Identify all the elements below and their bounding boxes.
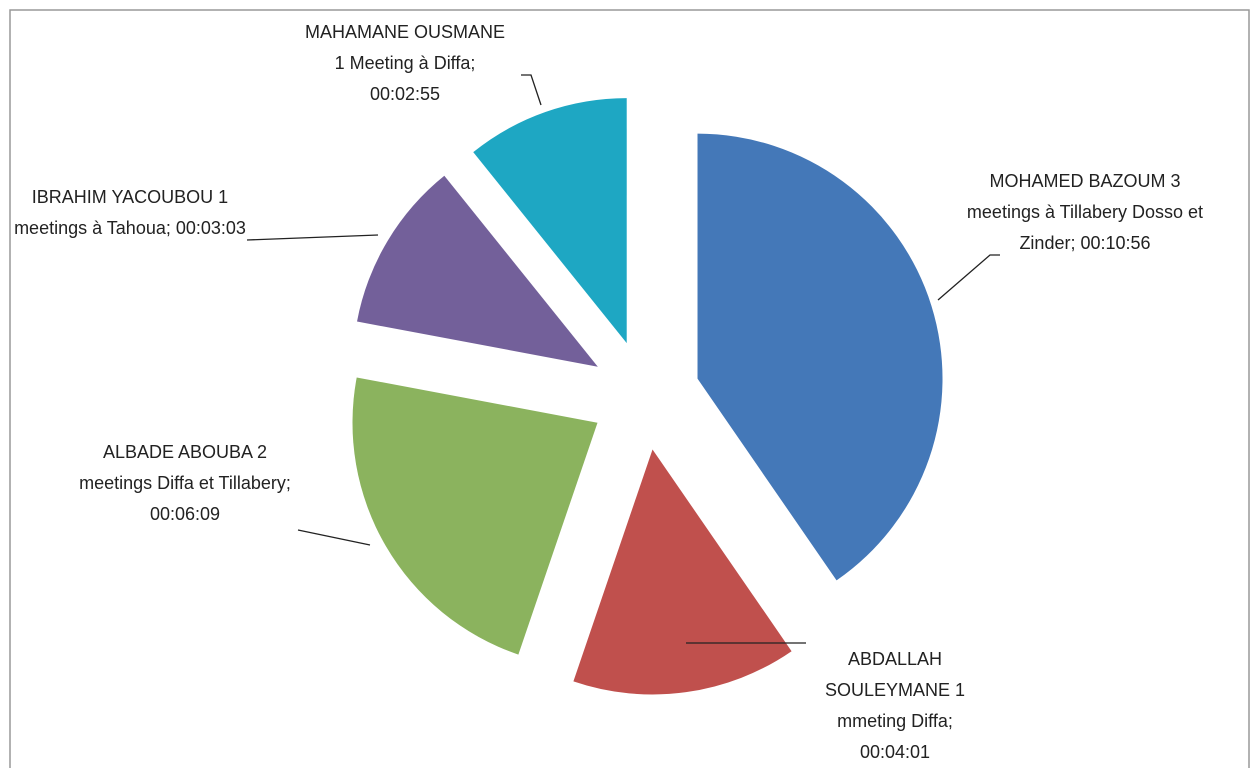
label-word: meetings: [14, 218, 87, 238]
label-word: BAZOUM: [1083, 171, 1165, 191]
label-word: à: [414, 53, 430, 73]
label-word: Diffa: [152, 473, 195, 493]
label-part: 00:04:01: [860, 742, 930, 762]
label-word: 00:03:03: [171, 218, 246, 238]
pie-slice: [357, 175, 598, 367]
label-word: Zinder;: [1019, 233, 1075, 253]
label-word: mmeting: [837, 711, 906, 731]
label-part: ABDALLAH SOULEYMANE 1 mmeting Diffa;: [825, 649, 965, 731]
label-word: SOULEYMANE: [825, 680, 950, 700]
label-word: 1: [950, 680, 965, 700]
data-label: IBRAHIM YACOUBOU 1 meetings à Tahoua; 00:…: [14, 187, 246, 238]
pie-slice: [473, 98, 627, 344]
label-word: ABOUBA: [174, 442, 253, 462]
chart-frame: [9, 9, 1250, 768]
data-label: MOHAMED BAZOUM 3 meetings à Tillabery Dos…: [967, 171, 1203, 253]
leader-line: [297, 529, 371, 546]
label-word: Tahoua;: [102, 218, 171, 238]
label-word: meetings: [967, 202, 1040, 222]
label-word: MOHAMED: [989, 171, 1083, 191]
label-word: Tillabery: [1055, 202, 1127, 222]
label-word: meetings: [79, 473, 152, 493]
label-word: 1: [335, 53, 345, 73]
leader-line: [937, 254, 1000, 301]
data-label: MAHAMANE OUSMANE 1 Meeting à Diffa; 00:02:…: [305, 22, 505, 104]
label-part: 00:02:55: [370, 84, 440, 104]
label-word: 2: [252, 442, 267, 462]
label-word: et: [194, 473, 214, 493]
label-word: à: [87, 218, 103, 238]
label-word: 00:10:56: [1075, 233, 1150, 253]
pie-slice: [352, 377, 598, 655]
pie-slice: [697, 133, 943, 581]
label-word: YACOUBOU: [107, 187, 213, 207]
label-word: Meeting: [345, 53, 414, 73]
label-word: 00:06:09: [150, 504, 220, 524]
label-word: 00:04:01: [860, 742, 930, 762]
data-label: ABDALLAH SOULEYMANE 1 mmeting Diffa; 00:04:…: [825, 649, 965, 762]
label-word: IBRAHIM: [32, 187, 107, 207]
label-word: ABDALLAH: [848, 649, 942, 669]
data-label: ALBADE ABOUBA 2 meetings Diffa et Tillabe…: [79, 442, 291, 524]
label-part: MAHAMANE OUSMANE 1 Meeting à Diffa;: [305, 22, 505, 73]
label-word: Diffa;: [429, 53, 476, 73]
label-part: 00:03:03: [171, 218, 246, 238]
label-part: 00:10:56: [1075, 233, 1150, 253]
label-word: Diffa;: [906, 711, 953, 731]
label-word: 00:02:55: [370, 84, 440, 104]
label-word: et: [1183, 202, 1203, 222]
pie-slice: [573, 449, 792, 695]
label-word: OUSMANE: [409, 22, 505, 42]
label-word: à: [1040, 202, 1056, 222]
label-word: Dosso: [1127, 202, 1183, 222]
label-part: ALBADE ABOUBA 2 meetings Diffa et Tillabe…: [79, 442, 291, 493]
label-part: 00:06:09: [150, 504, 220, 524]
label-part: MOHAMED BAZOUM 3 meetings à Tillabery Dos…: [967, 171, 1203, 253]
leader-line: [246, 234, 379, 241]
label-part: IBRAHIM YACOUBOU 1 meetings à Tahoua;: [14, 187, 228, 238]
label-word: MAHAMANE: [305, 22, 409, 42]
label-word: Tillabery;: [214, 473, 291, 493]
label-word: 3: [1166, 171, 1181, 191]
label-word: ALBADE: [103, 442, 174, 462]
label-word: 1: [213, 187, 228, 207]
leader-line: [521, 74, 542, 106]
